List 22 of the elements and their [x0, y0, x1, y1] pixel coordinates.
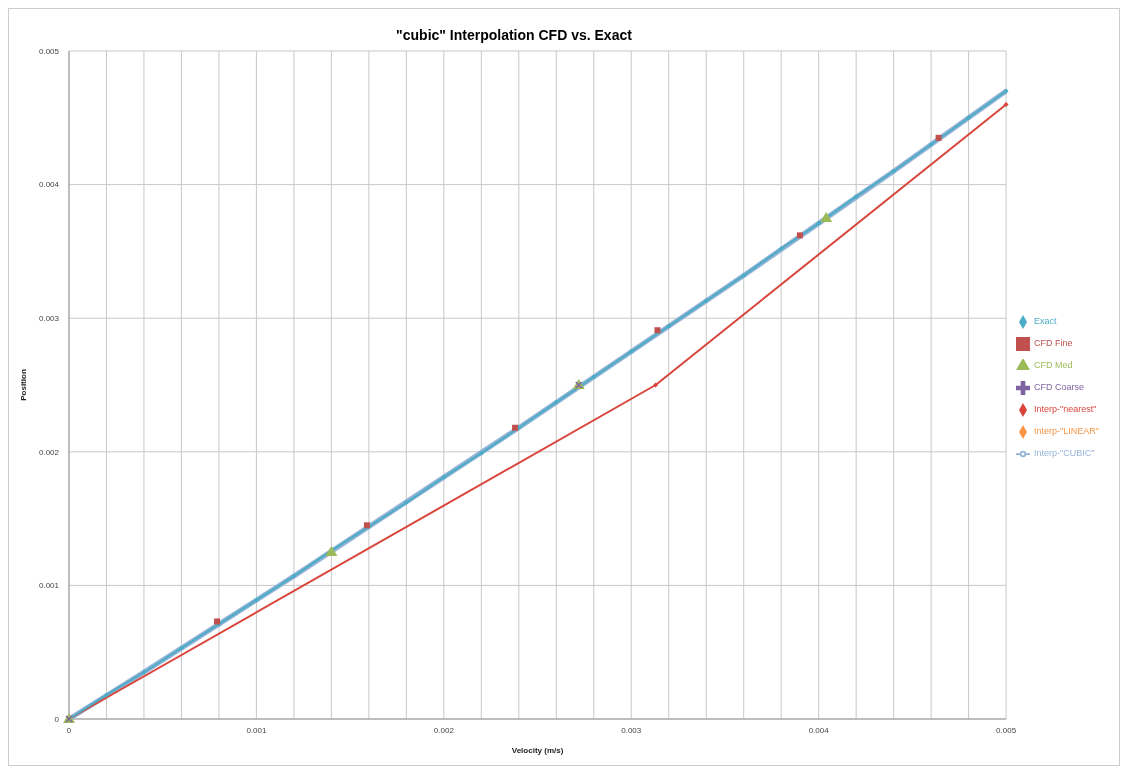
x-axis-title: Velocity (m/s)	[511, 746, 564, 755]
y-tick-label: 0.005	[38, 46, 60, 56]
y-tick-label: 0.002	[38, 447, 60, 457]
y-tick-label: 0	[54, 714, 60, 724]
x-tick-label: 0.004	[808, 725, 830, 735]
legend-label: Interp-"nearest"	[1034, 404, 1097, 414]
legend-label: Interp-"CUBIC"	[1034, 448, 1095, 458]
legend-label: CFD Coarse	[1034, 382, 1085, 392]
x-tick-label: 0.005	[996, 725, 1017, 735]
x-tick-label: 0	[66, 725, 72, 735]
y-tick-label: 0.004	[38, 180, 60, 190]
legend-label: CFD Fine	[1034, 338, 1073, 348]
legend-label: CFD Med	[1034, 360, 1073, 370]
legend-label: Exact	[1034, 316, 1057, 326]
x-tick-label: 0.001	[246, 725, 267, 735]
x-tick-label: 0.003	[621, 725, 642, 735]
x-tick-label: 0.002	[433, 725, 455, 735]
y-tick-label: 0.001	[38, 581, 60, 591]
chart-title: "cubic" Interpolation CFD vs. Exact	[395, 27, 633, 43]
y-tick-label: 0.003	[38, 314, 60, 324]
legend-label: Interp-"LINEAR"	[1034, 426, 1099, 436]
y-axis-title: Position	[18, 369, 28, 401]
